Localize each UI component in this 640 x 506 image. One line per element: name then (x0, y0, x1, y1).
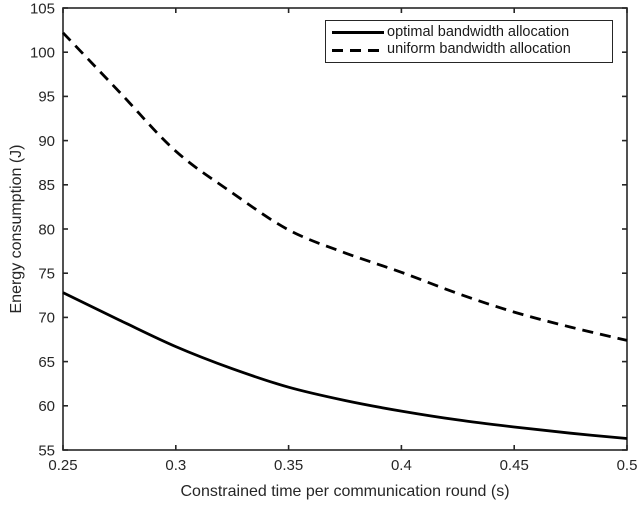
x-tick-label: 0.25 (48, 457, 77, 474)
x-tick-label: 0.4 (391, 457, 412, 474)
series-optimal-line (62, 291, 628, 440)
y-tick-label: 60 (38, 398, 55, 415)
x-tick-label: 0.3 (165, 457, 186, 474)
y-tick-label: 70 (38, 310, 55, 327)
dashed-line-sample-icon (332, 48, 384, 52)
y-tick-label: 90 (38, 133, 55, 150)
y-tick-label: 55 (38, 442, 55, 459)
plot-border (62, 7, 628, 451)
solid-line-sample-icon (332, 31, 384, 35)
y-tick-label: 80 (38, 221, 55, 238)
legend-item-uniform: uniform bandwidth allocation (332, 41, 608, 58)
x-tick-label: 0.45 (500, 457, 529, 474)
x-tick-label: 0.35 (274, 457, 303, 474)
legend: optimal bandwidth allocation uniform ban… (325, 20, 613, 63)
y-tick-label: 75 (38, 265, 55, 282)
y-tick-label: 65 (38, 354, 55, 371)
y-tick-label: 105 (30, 0, 55, 17)
legend-item-optimal: optimal bandwidth allocation (332, 23, 608, 41)
y-tick-label: 95 (38, 89, 55, 106)
legend-label-optimal: optimal bandwidth allocation (387, 23, 570, 40)
x-tick-label: 0.5 (617, 457, 638, 474)
legend-label-uniform: uniform bandwidth allocation (387, 41, 571, 58)
series-uniform-line (61, 31, 628, 342)
x-axis-title: Constrained time per communication round… (180, 483, 510, 500)
y-tick-label: 85 (38, 177, 55, 194)
y-axis-title: Energy consumption (J) (8, 144, 25, 314)
y-tick-label: 100 (30, 44, 55, 61)
